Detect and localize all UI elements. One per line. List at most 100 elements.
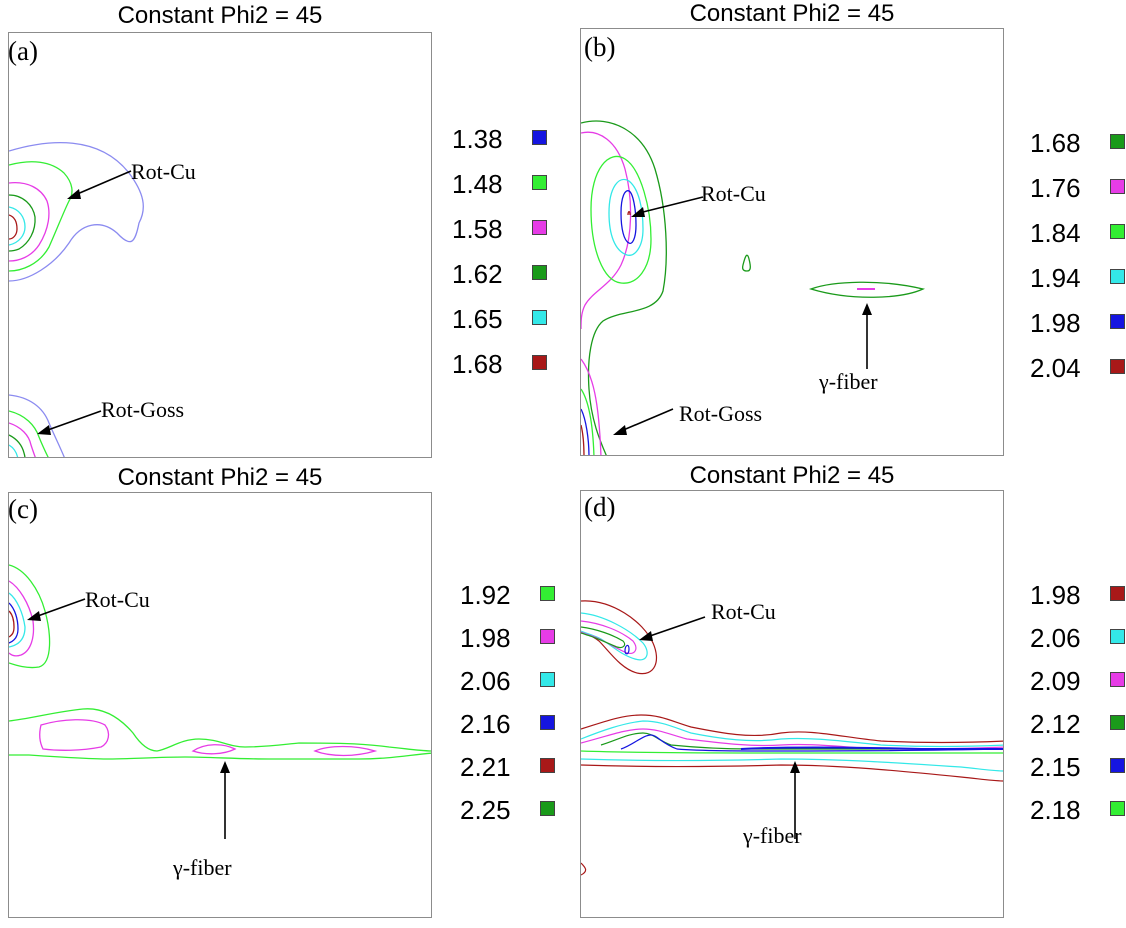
legend-swatch [1110,314,1125,329]
contour-line [581,626,626,649]
contour-line [581,358,602,455]
panel-d-label: (d) [584,492,616,522]
legend-swatch [1110,359,1125,374]
panel-a-contour-svg: Rot-Cu Rot-Goss [9,141,196,457]
legend-item: 2.15 [1030,752,1126,782]
contour-line [9,602,19,644]
annotation-rot-cu: Rot-Cu [131,159,196,184]
legend-swatch [540,629,555,644]
panel-a-label: (a) [8,36,38,66]
legend-item: 1.62 [452,259,562,289]
annotation-rot-goss: Rot-Goss [679,401,762,426]
legend-value: 2.18 [1030,795,1081,825]
contour-line [620,734,1003,752]
legend-item: 1.58 [452,214,562,244]
panel-a-plot: Rot-Cu Rot-Goss [8,32,432,458]
annotation-rot-cu: Rot-Cu [701,181,766,206]
contour-line [808,281,925,298]
legend-value: 1.76 [1030,173,1081,203]
panel-a-title: Constant Phi2 = 45 [117,2,323,29]
legend-swatch [1110,179,1125,194]
contour-line [9,206,26,246]
legend-value: 1.98 [1030,308,1081,338]
arrow-head [67,189,81,199]
annotation-rot-goss: Rot-Goss [101,397,184,422]
legend-value: 2.15 [1030,752,1081,782]
legend-swatch [532,355,547,370]
panel-c-title: Constant Phi2 = 45 [117,464,323,491]
legend-item: 1.98 [460,623,570,653]
legend-item: 1.38 [452,124,562,154]
contour-line [191,744,237,755]
contour-line [9,161,73,272]
contour-line [624,644,630,655]
panel-b-legend: 1.68 1.76 1.84 1.94 1.98 2.04 [1030,128,1126,398]
legend-item: 2.06 [460,666,570,696]
contour-line [581,764,1003,782]
panel-b-plot: Rot-Cu γ-fiber Rot-Goss [580,28,1004,456]
legend-swatch [1110,758,1125,773]
contour-line [581,120,667,455]
legend-value: 2.09 [1030,666,1081,696]
panel-d-contour-svg: Rot-Cu γ-fiber [581,599,1003,876]
legend-swatch [540,586,555,601]
contour-line [581,612,648,661]
annotation-rot-cu: Rot-Cu [85,587,150,612]
contour-line [9,410,49,457]
contour-line [9,610,15,638]
panel-d-legend: 1.98 2.06 2.09 2.12 2.15 2.18 [1030,580,1126,850]
legend-item: 1.68 [452,349,562,379]
contour-line [581,408,590,455]
arrow-head [613,425,627,435]
contour-line [620,190,637,244]
panel-d-title: Constant Phi2 = 45 [689,462,895,489]
arrow-head [790,761,800,773]
legend-value: 2.12 [1030,709,1081,739]
legend-value: 1.98 [1030,580,1081,610]
contour-line [581,714,1003,744]
arrow-rot-cu [646,616,706,638]
legend-value: 1.48 [452,169,503,199]
legend-item: 1.98 [1030,308,1126,338]
legend-item: 2.06 [1030,623,1126,653]
annotation-gamma-fiber: γ-fiber [172,855,232,880]
legend-swatch [532,175,547,190]
contour-line [9,592,26,648]
contour-line [740,746,1003,750]
legend-item: 1.84 [1030,218,1126,248]
annotation-gamma-fiber: γ-fiber [818,369,878,394]
legend-swatch [1110,629,1125,644]
contour-line [9,564,51,669]
legend-swatch [532,220,547,235]
contour-line [581,758,1003,772]
legend-value: 2.21 [460,752,511,782]
contour-line [627,210,631,216]
contour-line [581,862,587,876]
arrow-head [220,761,230,773]
legend-value: 1.65 [452,304,503,334]
arrow-rot-goss [44,410,102,432]
panel-b-label: (b) [584,32,616,62]
legend-item: 2.21 [460,752,570,782]
legend-item: 1.92 [460,580,570,610]
legend-swatch [540,758,555,773]
legend-swatch [532,265,547,280]
contour-line [581,620,637,654]
annotation-gamma-fiber: γ-fiber [742,823,802,848]
contour-line [9,394,65,457]
contour-line [741,254,751,272]
legend-value: 1.94 [1030,263,1081,293]
legend-swatch [1110,801,1125,816]
panel-a-legend: 1.38 1.48 1.58 1.62 1.65 1.68 [452,124,562,394]
panel-c-label: (c) [8,494,38,524]
legend-item: 2.16 [460,709,570,739]
legend-swatch [540,672,555,687]
contour-line [590,155,652,284]
contour-line [581,720,1003,748]
arrow-rot-cu [74,170,132,196]
legend-swatch [1110,224,1125,239]
legend-value: 1.98 [460,623,511,653]
panel-b-contour-svg: Rot-Cu γ-fiber Rot-Goss [581,120,925,455]
legend-value: 1.84 [1030,218,1081,248]
legend-value: 2.06 [1030,623,1081,653]
